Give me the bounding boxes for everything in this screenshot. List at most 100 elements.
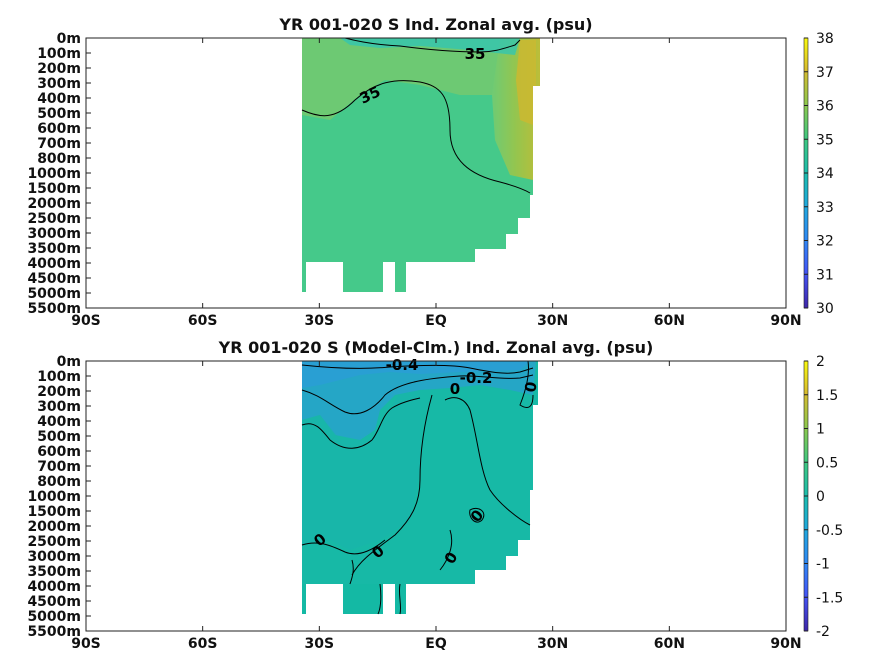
contour-neg02 <box>301 374 534 415</box>
y-tick-label: 200m <box>37 384 81 400</box>
y-tick-label: 3500m <box>27 241 81 257</box>
colorbar-tick-label: 1.5 <box>816 388 838 404</box>
colorbar-tick-label: -1 <box>816 557 830 573</box>
y-tick-label: 1500m <box>27 181 81 197</box>
y-tick-label: 500m <box>37 429 81 445</box>
y-tick-label: 4500m <box>27 594 81 610</box>
y-tick-label: 1500m <box>27 504 81 520</box>
y-tick-label: 600m <box>37 121 81 137</box>
field-surface-top <box>340 38 520 55</box>
x-axis-top: 90S 60S 30S EQ 30N 60N 90N <box>71 38 802 329</box>
x-tick-label: 90N <box>770 636 801 652</box>
deep-strip-b3 <box>395 584 406 614</box>
contour-label-bottom-1: -0.4 <box>386 356 419 374</box>
colorbar-tick-label: 35 <box>816 132 834 148</box>
y-tick-label: 2000m <box>27 196 81 212</box>
colorbar-ticks-bottom: 2 1.5 1 0.5 0 -0.5 -1 -1.5 -2 <box>804 354 843 640</box>
y-tick-label: 400m <box>37 414 81 430</box>
contour-zero-7 <box>519 361 534 408</box>
x-tick-label: 90N <box>770 313 801 329</box>
chart-title-top: YR 001-020 S Ind. Zonal avg. (psu) <box>278 15 592 34</box>
contour-label-bottom-3: 0 <box>450 380 460 398</box>
chart-title-bottom: YR 001-020 S (Model-Clm.) Ind. Zonal avg… <box>218 338 654 357</box>
colorbar-tick-label: 37 <box>816 65 834 81</box>
contour-zero-8 <box>349 559 402 615</box>
x-tick-label: 60S <box>188 636 218 652</box>
contour-label-top-1: 35 <box>465 45 486 63</box>
contour-label-bottom-4: 0 <box>521 380 541 393</box>
y-tick-label: 300m <box>37 399 81 415</box>
y-axis-top: 0m100m200m300m400m500m600m700m800m1000m1… <box>27 31 91 317</box>
y-tick-label: 100m <box>37 46 81 62</box>
contour-zero-4 <box>444 397 531 526</box>
colorbar-tick-label: 31 <box>816 267 834 283</box>
colorbar-tick-label: 33 <box>816 200 834 216</box>
y-tick-label: 800m <box>37 151 81 167</box>
y-tick-label: 5500m <box>27 624 81 640</box>
y-tick-label: 200m <box>37 61 81 77</box>
contour-label-bottom-2: -0.2 <box>460 369 493 387</box>
y-tick-label: 4500m <box>27 271 81 287</box>
y-tick-label: 4000m <box>27 579 81 595</box>
field-freshest-bottom <box>302 361 530 388</box>
y-tick-label: 3000m <box>27 549 81 565</box>
colorbar-tick-label: 30 <box>816 301 834 317</box>
y-tick-label: 700m <box>37 136 81 152</box>
deep-strip-b2 <box>343 584 383 614</box>
contour-zero-3 <box>301 539 386 555</box>
salinity-field-top <box>301 38 540 292</box>
y-tick-label: 5000m <box>27 609 81 625</box>
colorbar-tick-label: 36 <box>816 99 834 115</box>
salinity-diff-field <box>301 361 538 615</box>
y-tick-label: 3000m <box>27 226 81 242</box>
contour-neg04 <box>301 364 534 374</box>
colorbar-tick-label: -1.5 <box>816 590 843 606</box>
x-tick-label: 90S <box>71 313 101 329</box>
field-fresh-bottom <box>302 361 536 440</box>
colorbar-ticks-top: 30 31 32 33 34 35 36 37 38 <box>804 31 834 317</box>
colorbar-tick-label: 1 <box>816 422 825 438</box>
colorbar-tick-label: 0.5 <box>816 455 838 471</box>
y-tick-label: 3500m <box>27 564 81 580</box>
y-tick-label: 500m <box>37 106 81 122</box>
y-tick-label: 4000m <box>27 256 81 272</box>
x-tick-label: EQ <box>425 636 447 652</box>
y-tick-label: 600m <box>37 444 81 460</box>
colorbar-tick-label: 38 <box>816 31 834 47</box>
x-tick-label: 60N <box>654 313 685 329</box>
y-tick-label: 0m <box>57 354 81 370</box>
colorbar-tick-label: -0.5 <box>816 523 843 539</box>
field-max-top <box>516 40 536 125</box>
y-tick-label: 5000m <box>27 286 81 302</box>
deep-strip-3 <box>395 262 406 292</box>
y-tick-label: 0m <box>57 31 81 47</box>
y-tick-label: 2500m <box>27 211 81 227</box>
x-tick-label: EQ <box>425 313 447 329</box>
x-tick-label: 30S <box>305 313 335 329</box>
y-tick-label: 2500m <box>27 534 81 550</box>
deep-strip-1 <box>302 262 306 292</box>
contour-zero-1 <box>301 397 421 449</box>
x-axis-bottom: 90S 60S 30S EQ 30N 60N 90N <box>71 361 802 652</box>
colorbar-tick-label: 0 <box>816 489 825 505</box>
y-tick-label: 100m <box>37 369 81 385</box>
colorbar-tick-label: -2 <box>816 624 830 640</box>
y-tick-label: 400m <box>37 91 81 107</box>
panel-bottom: YR 001-020 S (Model-Clm.) Ind. Zonal avg… <box>27 338 843 652</box>
x-tick-label: 60N <box>654 636 685 652</box>
y-axis-bottom: 0m100m200m300m400m500m600m700m800m1000m1… <box>27 354 91 640</box>
contour-zero-6 <box>377 529 453 615</box>
contour-35-upper <box>344 38 521 53</box>
y-tick-label: 2000m <box>27 519 81 535</box>
y-tick-label: 300m <box>37 76 81 92</box>
x-tick-label: 60S <box>188 313 218 329</box>
colorbar-tick-label: 34 <box>816 166 834 182</box>
x-tick-label: 30N <box>537 313 568 329</box>
y-tick-label: 1000m <box>27 166 81 182</box>
contour-35-main <box>301 80 531 194</box>
x-tick-label: 90S <box>71 636 101 652</box>
panel-top: YR 001-020 S Ind. Zonal avg. (psu) 35 35… <box>27 15 833 329</box>
contour-zero-2 <box>351 394 433 576</box>
deep-strip-b1 <box>302 584 306 614</box>
